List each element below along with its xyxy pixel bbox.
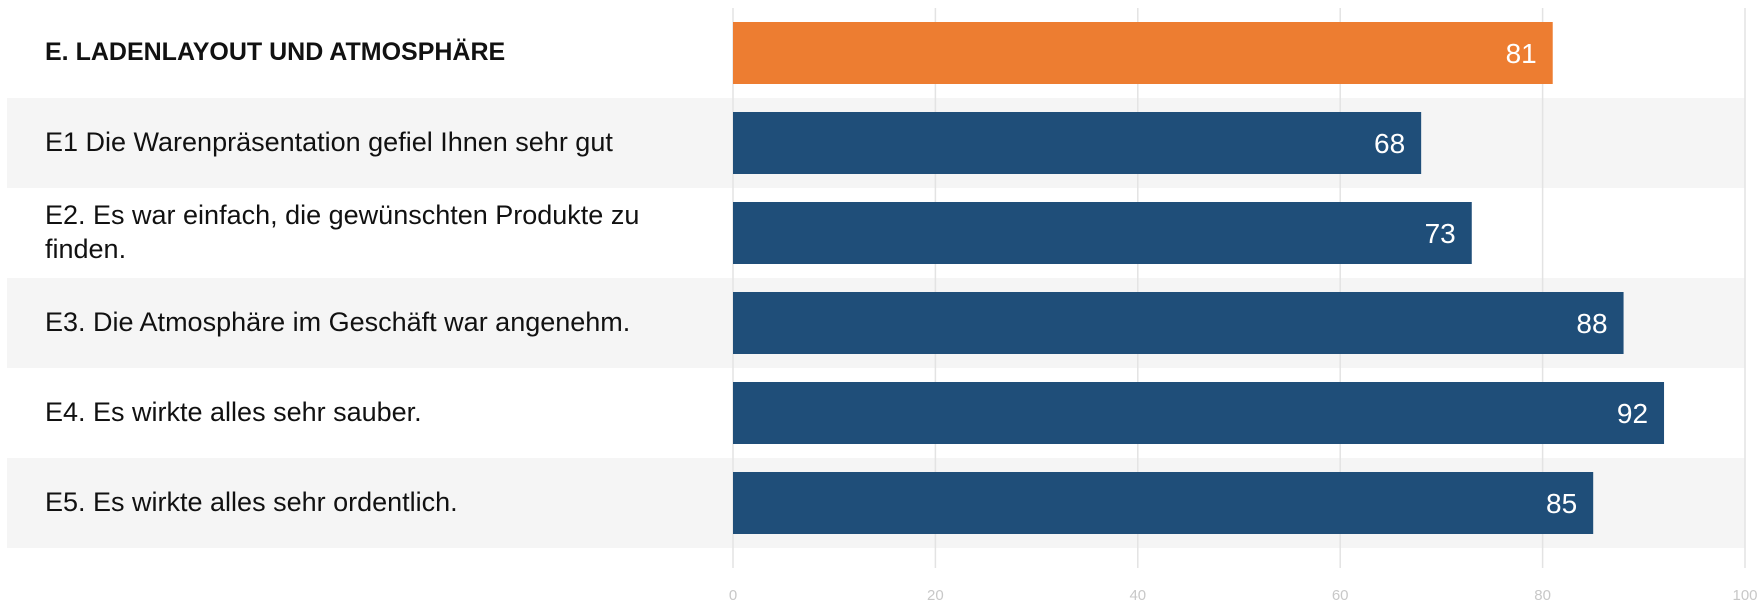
value-label: 73 xyxy=(1425,218,1456,249)
bar xyxy=(733,22,1553,84)
category-label: E4. Es wirkte alles sehr sauber. xyxy=(45,397,422,428)
x-tick-label: 80 xyxy=(1534,587,1551,604)
x-tick-label: 0 xyxy=(729,587,737,604)
category-label: E2. Es war einfach, die gewünschten Prod… xyxy=(45,200,640,264)
value-label: 81 xyxy=(1506,38,1537,69)
x-tick-label: 40 xyxy=(1129,587,1146,604)
x-tick-label: 20 xyxy=(927,587,944,604)
x-tick-label: 60 xyxy=(1332,587,1349,604)
value-label: 88 xyxy=(1576,308,1607,339)
category-label: E. LADENLAYOUT UND ATMOSPHÄRE xyxy=(45,38,506,67)
value-label: 68 xyxy=(1374,128,1405,159)
bar xyxy=(733,472,1594,534)
value-label: 85 xyxy=(1546,488,1577,519)
bar xyxy=(733,382,1665,444)
x-tick-label: 100 xyxy=(1732,587,1757,604)
bar xyxy=(733,292,1624,354)
value-label: 92 xyxy=(1617,398,1648,429)
bar xyxy=(733,202,1472,264)
category-label: E3. Die Atmosphäre im Geschäft war angen… xyxy=(45,307,631,338)
category-label: E5. Es wirkte alles sehr ordentlich. xyxy=(45,487,458,518)
category-label: E1 Die Warenpräsentation gefiel Ihnen se… xyxy=(45,127,613,158)
bar xyxy=(733,112,1422,174)
